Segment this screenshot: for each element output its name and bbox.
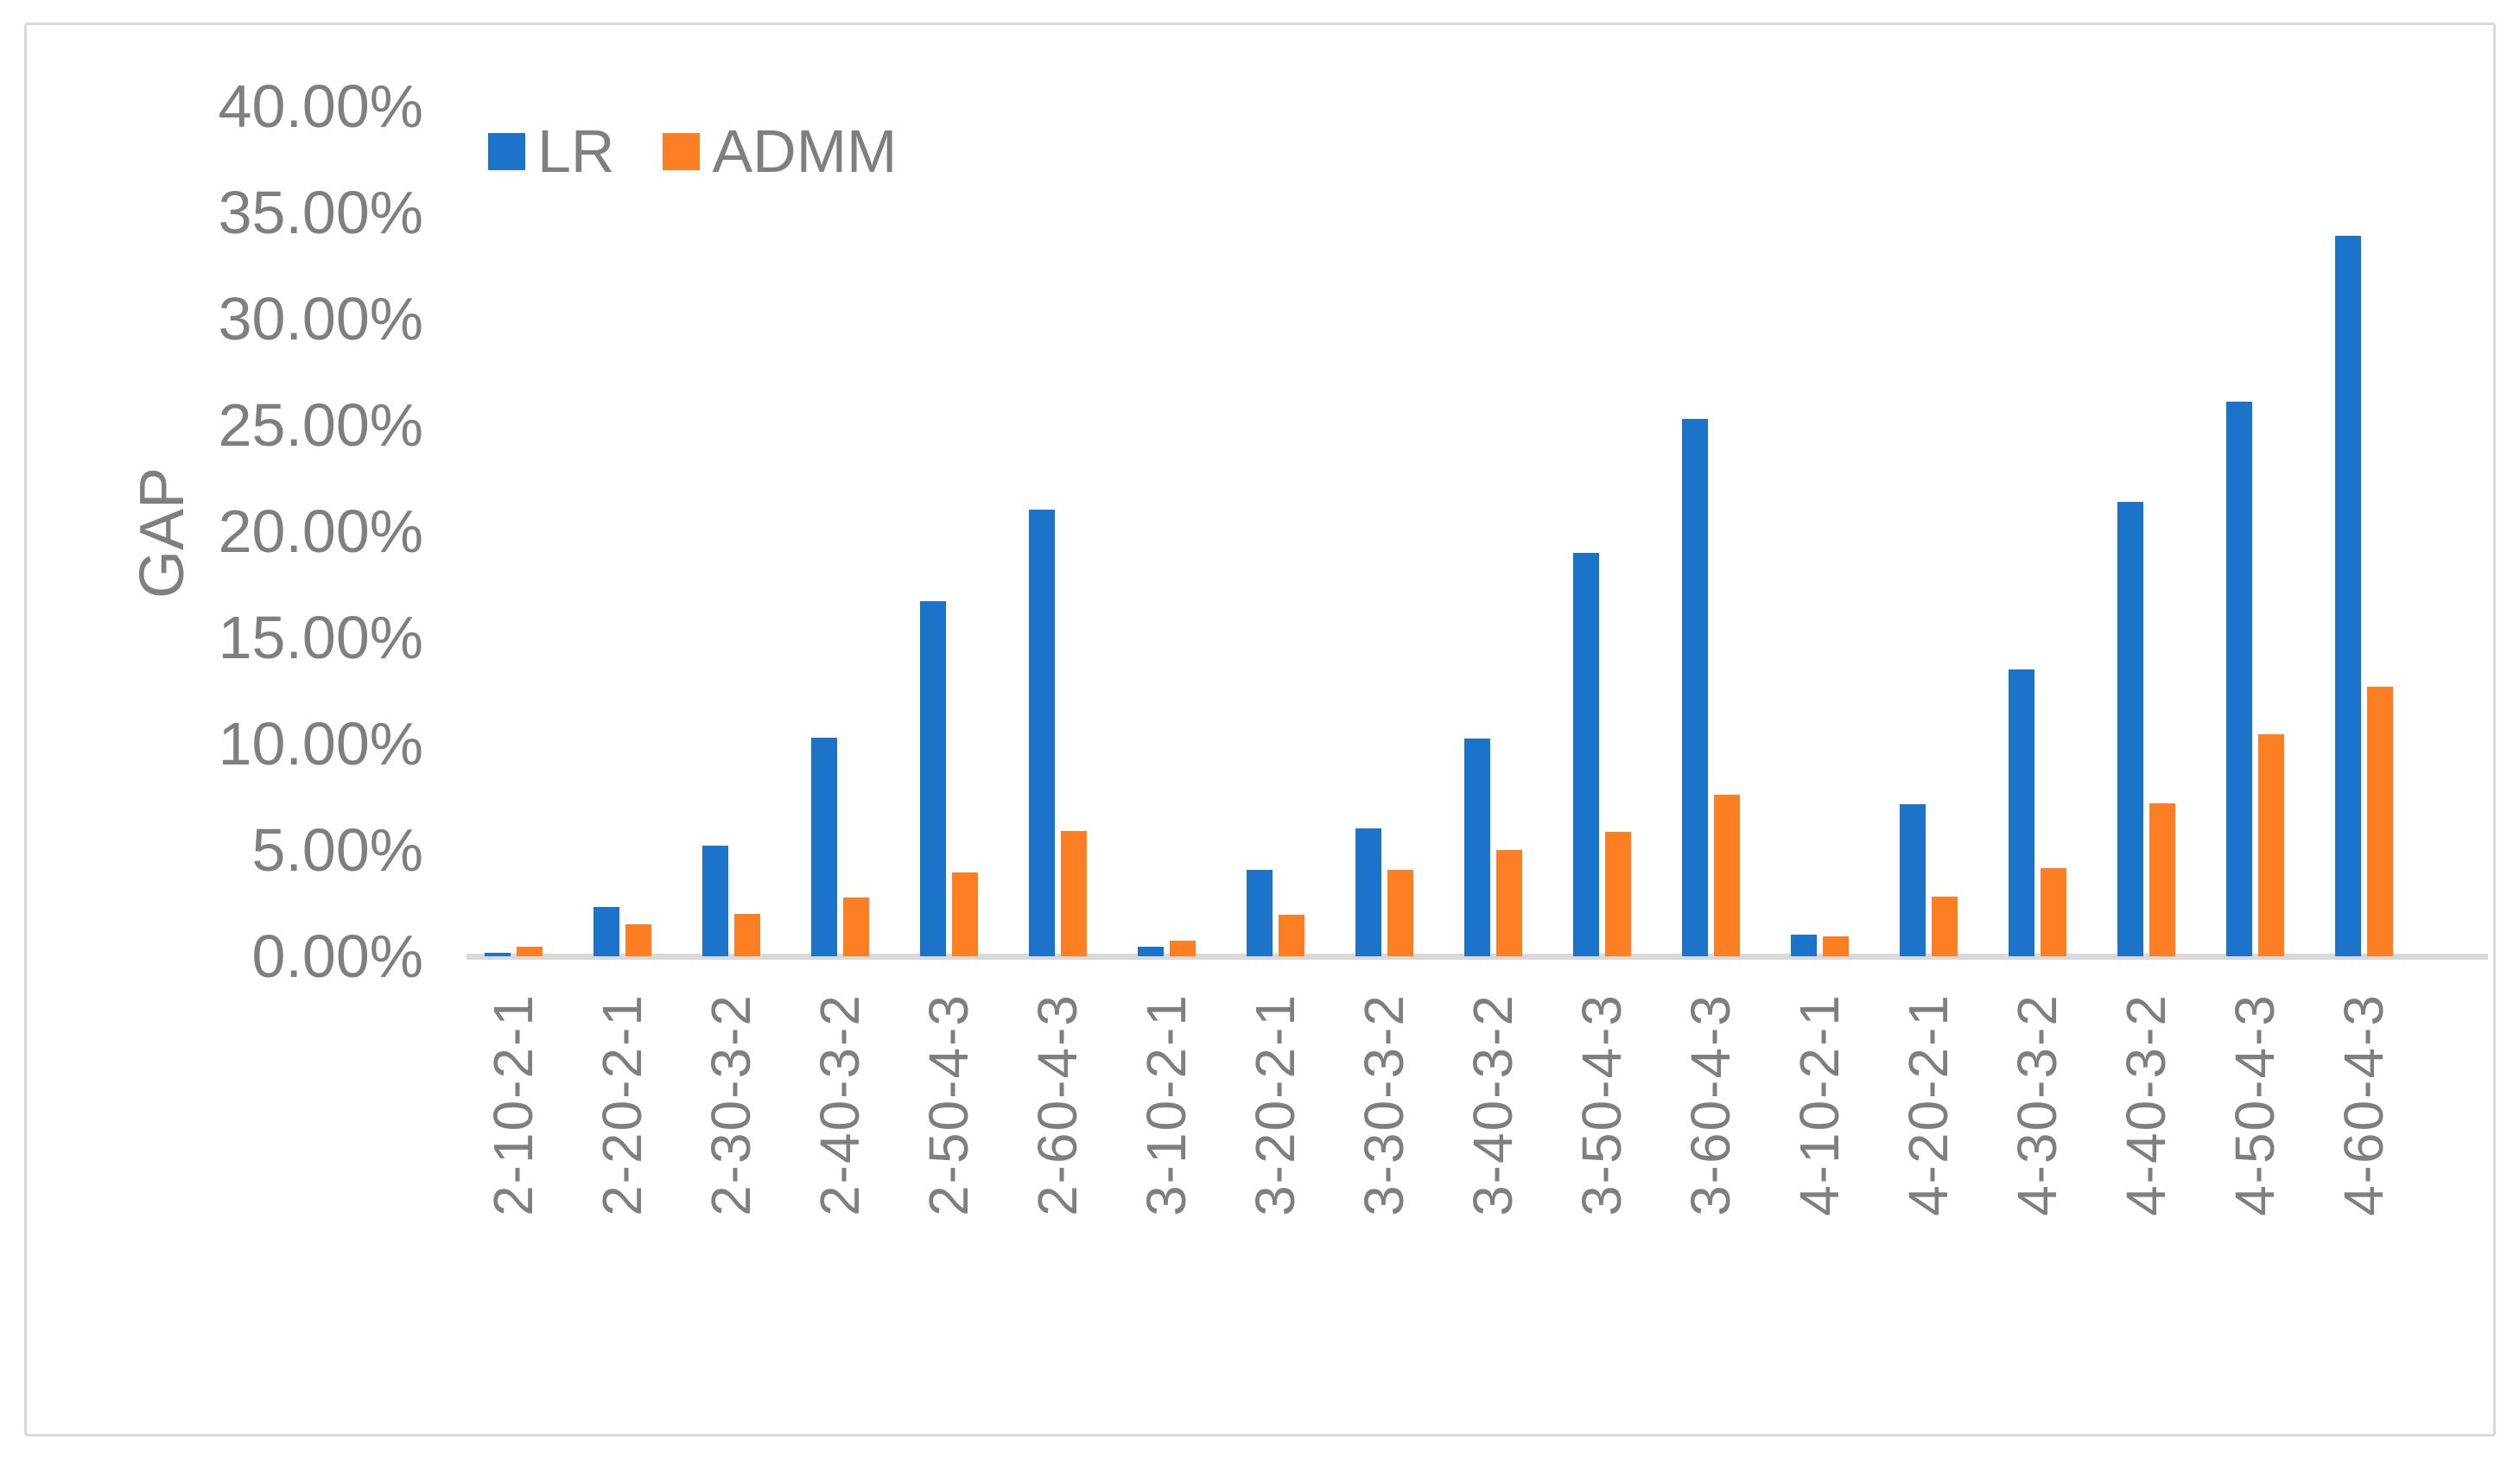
bar-admm-2-50-4-3 — [952, 872, 978, 956]
x-tick-label-2-40-3-2: 2-40-3-2 — [809, 993, 871, 1216]
chart-legend: LR ADMM — [488, 121, 897, 181]
bar-lr-4-40-3-2 — [2117, 502, 2143, 956]
x-tick-label-4-30-3-2: 4-30-3-2 — [2006, 993, 2068, 1216]
bar-lr-3-10-2-1 — [1138, 947, 1164, 956]
x-tick-label-4-10-2-1: 4-10-2-1 — [1788, 993, 1850, 1216]
x-tick-label-2-20-2-1: 2-20-2-1 — [591, 993, 653, 1216]
y-tick-label: 25.00% — [218, 391, 423, 459]
bar-admm-2-40-3-2 — [843, 898, 869, 956]
bar-lr-3-20-2-1 — [1247, 870, 1273, 956]
bar-lr-3-50-4-3 — [1573, 553, 1599, 956]
x-tick-label-3-10-2-1: 3-10-2-1 — [1135, 993, 1197, 1216]
y-axis-title: GAP — [128, 466, 197, 599]
bar-lr-4-20-2-1 — [1900, 804, 1926, 956]
bar-lr-2-30-3-2 — [702, 846, 728, 956]
x-tick-label-3-40-3-2: 3-40-3-2 — [1462, 993, 1524, 1216]
x-tick-label-2-60-4-3: 2-60-4-3 — [1026, 993, 1089, 1216]
bar-admm-4-30-3-2 — [2041, 868, 2066, 956]
bar-admm-2-10-2-1 — [517, 947, 543, 956]
bar-admm-3-30-3-2 — [1387, 870, 1413, 956]
x-tick-label-3-50-4-3: 3-50-4-3 — [1571, 993, 1633, 1216]
bar-admm-4-60-4-3 — [2367, 687, 2393, 956]
bar-lr-2-60-4-3 — [1029, 510, 1055, 956]
bar-lr-2-40-3-2 — [811, 738, 837, 956]
y-tick-label: 20.00% — [218, 498, 423, 565]
legend-label-admm: ADMM — [712, 117, 898, 185]
bar-admm-3-50-4-3 — [1605, 832, 1631, 956]
bar-lr-3-40-3-2 — [1464, 739, 1490, 956]
plot-area — [467, 106, 2488, 960]
legend-swatch-lr — [488, 132, 525, 170]
bar-lr-4-30-3-2 — [2009, 669, 2034, 956]
legend-item-admm: ADMM — [663, 121, 897, 181]
bar-admm-3-60-4-3 — [1714, 795, 1740, 956]
bar-admm-4-20-2-1 — [1932, 897, 1958, 956]
x-tick-label-3-20-2-1: 3-20-2-1 — [1244, 993, 1306, 1216]
y-tick-label: 30.00% — [218, 285, 423, 352]
bar-admm-4-50-4-3 — [2258, 734, 2284, 956]
x-tick-label-2-10-2-1: 2-10-2-1 — [482, 993, 544, 1216]
bar-lr-2-20-2-1 — [594, 907, 619, 956]
y-tick-label: 10.00% — [218, 710, 423, 777]
bar-admm-2-60-4-3 — [1061, 831, 1087, 956]
bar-admm-3-10-2-1 — [1170, 941, 1196, 956]
legend-swatch-admm — [663, 132, 701, 170]
bar-admm-2-30-3-2 — [734, 914, 760, 956]
x-tick-label-4-40-3-2: 4-40-3-2 — [2115, 993, 2177, 1216]
legend-label-lr: LR — [537, 117, 615, 185]
bar-lr-4-10-2-1 — [1791, 935, 1817, 956]
bar-lr-3-30-3-2 — [1355, 828, 1381, 956]
y-tick-label: 35.00% — [218, 179, 423, 246]
x-tick-label-4-50-4-3: 4-50-4-3 — [2224, 993, 2286, 1216]
bar-lr-2-50-4-3 — [920, 601, 946, 956]
x-tick-label-2-30-3-2: 2-30-3-2 — [700, 993, 762, 1216]
bar-lr-2-10-2-1 — [485, 953, 511, 956]
x-tick-label-4-20-2-1: 4-20-2-1 — [1897, 993, 1959, 1216]
x-tick-label-3-30-3-2: 3-30-3-2 — [1353, 993, 1415, 1216]
bar-admm-4-10-2-1 — [1823, 936, 1849, 956]
bar-lr-4-50-4-3 — [2226, 402, 2252, 956]
x-axis-line — [467, 954, 2488, 960]
x-tick-label-2-50-4-3: 2-50-4-3 — [917, 993, 980, 1216]
y-tick-label: 40.00% — [218, 73, 423, 140]
y-tick-label: 5.00% — [251, 816, 423, 884]
bar-admm-2-20-2-1 — [625, 924, 651, 956]
x-tick-label-3-60-4-3: 3-60-4-3 — [1679, 993, 1742, 1216]
y-tick-label: 15.00% — [218, 604, 423, 671]
legend-item-lr: LR — [488, 121, 614, 181]
y-tick-label: 0.00% — [251, 923, 423, 990]
bar-lr-4-60-4-3 — [2335, 236, 2361, 956]
x-tick-label-4-60-4-3: 4-60-4-3 — [2333, 993, 2395, 1216]
bar-lr-3-60-4-3 — [1682, 419, 1708, 956]
bar-admm-3-40-3-2 — [1496, 850, 1522, 956]
bar-admm-4-40-3-2 — [2149, 803, 2175, 956]
bar-admm-3-20-2-1 — [1279, 915, 1304, 956]
